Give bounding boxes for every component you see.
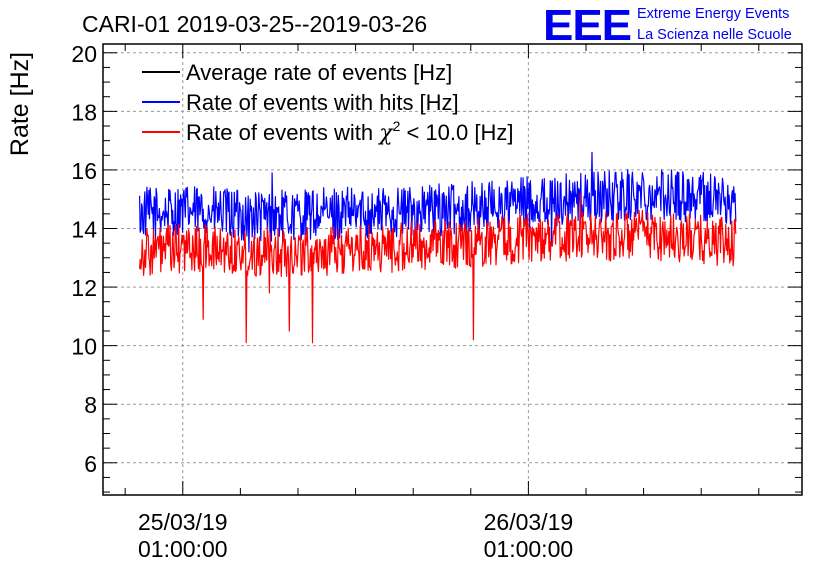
- legend-label-average: Average rate of events [Hz]: [186, 60, 452, 85]
- axes: [102, 43, 803, 496]
- legend: Average rate of events [Hz] Rate of even…: [142, 60, 513, 146]
- plot-frame: [102, 43, 803, 496]
- y-tick-label-8: 8: [84, 392, 97, 418]
- series-line-0: [139, 151, 737, 253]
- x-tick-date-0: 25/03/19: [138, 509, 228, 535]
- x-tick-time-1: 01:00:00: [484, 536, 574, 562]
- logo-line-1: Extreme Energy Events: [637, 6, 789, 22]
- chart-title: CARI-01 2019-03-25--2019-03-26: [82, 11, 427, 37]
- x-tick-time-0: 01:00:00: [138, 536, 228, 562]
- y-tick-label-10: 10: [71, 334, 97, 360]
- eee-logo: EEE: [543, 1, 631, 50]
- y-tick-label-20: 20: [71, 41, 97, 67]
- chi-symbol: χ: [377, 121, 394, 146]
- grid-lines: [103, 44, 802, 495]
- y-tick-label-6: 6: [84, 451, 97, 477]
- logo-line-2: La Scienza nelle Scuole: [637, 27, 792, 43]
- y-tick-label-14: 14: [71, 217, 97, 243]
- x-tick-date-1: 26/03/19: [484, 509, 574, 535]
- y-tick-label-18: 18: [71, 99, 97, 125]
- legend-label-hits: Rate of events with hits [Hz]: [186, 90, 459, 115]
- series-layer: [139, 151, 737, 344]
- legend-label-chi2: Rate of events with χ2 < 10.0 [Hz]: [186, 118, 513, 146]
- y-axis-label: Rate [Hz]: [6, 52, 34, 156]
- series-line-1: [139, 192, 737, 344]
- y-tick-label-12: 12: [71, 275, 97, 301]
- tick-labels: 6810121416182025/03/1901:00:0026/03/1901…: [71, 41, 573, 562]
- y-tick-label-16: 16: [71, 158, 97, 184]
